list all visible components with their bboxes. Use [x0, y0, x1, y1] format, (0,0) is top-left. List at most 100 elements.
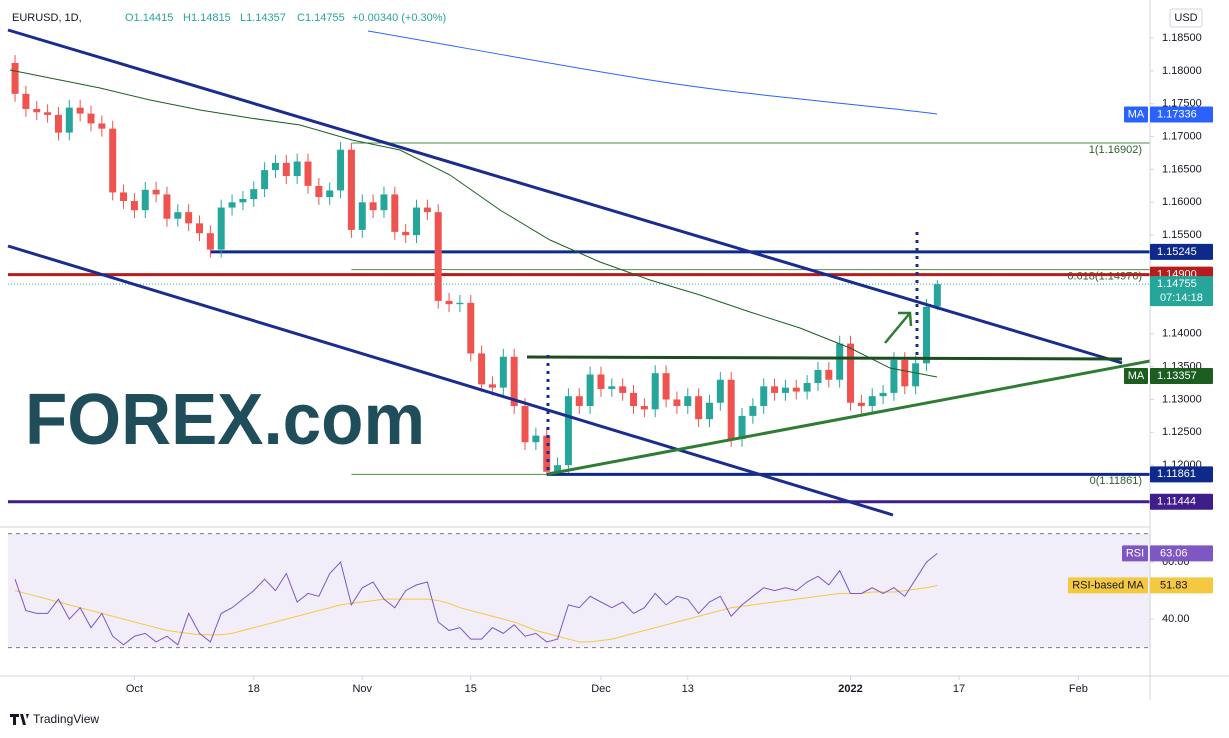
legend-item: O1.14415 [125, 12, 173, 24]
rsi-ma-value: 51.83 [1160, 579, 1188, 591]
candle-body [369, 202, 377, 211]
y-tick-label: 1.13000 [1162, 393, 1202, 405]
candle-body [434, 212, 442, 301]
candle-body [771, 386, 779, 393]
candle-body [521, 406, 529, 443]
price-label-box [1150, 493, 1213, 510]
candle-body [196, 223, 204, 234]
arrow [884, 311, 913, 344]
candle-body [879, 392, 887, 397]
rsi-line [14, 552, 938, 646]
candle-body [673, 399, 681, 407]
symbol: EURUSD, 1D, [12, 12, 82, 24]
candle-body [825, 369, 833, 380]
y-tick-label: 1.18000 [1162, 65, 1202, 77]
candle-body [651, 373, 659, 410]
candle-body [478, 353, 486, 385]
candle-body [662, 373, 670, 400]
candle-body [33, 108, 41, 113]
legend-item: +0.00340 (+0.30%) [352, 12, 446, 24]
candle-body [467, 302, 475, 354]
candle-body [738, 415, 746, 439]
candle-body [890, 360, 898, 393]
candle-body [792, 387, 800, 392]
candle-body [87, 113, 95, 124]
tag: RSI [1126, 547, 1144, 559]
tag-box [1122, 545, 1148, 562]
currency: USD [1174, 12, 1197, 24]
candle-body [597, 374, 605, 389]
x-tick-label: 17 [953, 683, 965, 695]
candle-body [304, 161, 312, 186]
candle-body [380, 194, 388, 211]
candle-body [109, 128, 117, 193]
candle-body [619, 386, 627, 393]
candle-body [781, 387, 789, 393]
rsi-band [8, 533, 1150, 648]
price-label-box [1150, 106, 1213, 123]
candle-body [857, 402, 865, 407]
candle-body [141, 189, 149, 211]
candle-body [228, 202, 236, 208]
footer: TradingView [33, 712, 99, 726]
candle-body [217, 207, 225, 250]
candle-body [22, 93, 30, 109]
footer-logo [10, 714, 29, 725]
value-box [1150, 545, 1213, 562]
candle-body [499, 356, 507, 388]
candle-body [152, 189, 160, 195]
trendline [547, 359, 1151, 476]
trendline [526, 355, 1123, 361]
candle-body [347, 149, 355, 230]
rsi-ma-line [14, 584, 938, 643]
value-box [1150, 577, 1213, 594]
y-tick-label: 1.18500 [1162, 32, 1202, 44]
rsi-value: 63.06 [1160, 547, 1188, 559]
rsi-y-tick-label: 40.00 [1162, 613, 1190, 625]
candle-body [847, 343, 855, 403]
y-tick-label: 1.16500 [1162, 163, 1202, 175]
tag-box [1068, 577, 1148, 594]
price-label: 1.11444 [1157, 496, 1196, 508]
logo: FOREX.com [25, 380, 425, 460]
candle-body [868, 396, 876, 407]
legend-item: C1.14755 [297, 12, 345, 24]
x-tick-label: Dec [591, 683, 611, 695]
price-label-box [1150, 368, 1213, 385]
x-tick-label: Feb [1069, 683, 1088, 695]
candle-body [282, 162, 290, 177]
legend-item: L1.14357 [240, 12, 286, 24]
candle-body [65, 107, 73, 133]
candle-body [250, 189, 258, 200]
tag: RSI-based MA [1072, 579, 1144, 591]
candle-body [261, 170, 269, 190]
price-label-box [1150, 276, 1213, 307]
candle-body [456, 302, 464, 305]
candle-body [76, 107, 84, 114]
candle-body [120, 192, 128, 201]
fib-label: 1(1.16902) [1089, 144, 1142, 156]
candle-body [98, 123, 106, 129]
ma-200 [367, 30, 938, 115]
price-label: 1.11861 [1157, 468, 1196, 480]
drawings [7, 28, 1151, 517]
x-tick-label: 2022 [838, 683, 862, 695]
candle-body [358, 202, 366, 230]
candle-body [271, 162, 279, 171]
y-tick-label: 1.16000 [1162, 196, 1202, 208]
trendline [7, 28, 1123, 365]
candle-body [814, 369, 822, 384]
candle-body [922, 306, 930, 364]
candle-body [640, 406, 648, 410]
candle-body [445, 300, 453, 305]
candle-body [836, 343, 844, 380]
price-label: 1.15245 [1157, 246, 1197, 258]
axis-labels: O1.14415 H1.14815 L1.14357 C1.14755 +0.00340… [125, 12, 1213, 594]
x-tick-label: Nov [352, 683, 372, 695]
candle-body [684, 396, 692, 407]
logo-icon [10, 714, 29, 725]
y-tick-label: 1.17000 [1162, 130, 1202, 142]
candle-body [337, 149, 345, 191]
candle-body [44, 112, 52, 115]
